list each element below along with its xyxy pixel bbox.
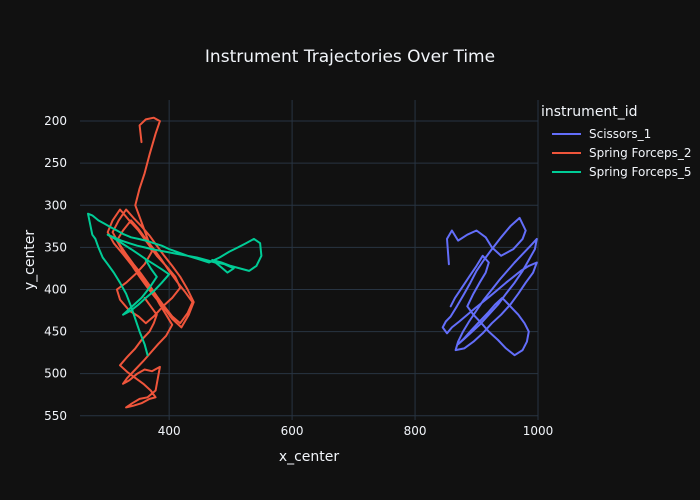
x-axis-ticks: 400 600 800 1000 (158, 424, 554, 438)
y-axis-ticks: 200 250 300 350 400 450 500 550 (44, 114, 67, 423)
trace-spring-forceps-5[interactable] (87, 212, 263, 357)
y-tick-label: 500 (44, 367, 67, 381)
legend-label: Spring Forceps_5 (589, 165, 692, 179)
y-tick-label: 400 (44, 282, 67, 296)
trace-scissors-1[interactable] (441, 216, 538, 357)
plot-area[interactable] (87, 116, 538, 409)
trace-spring-forceps-2[interactable] (106, 116, 195, 409)
chart-title: Instrument Trajectories Over Time (205, 47, 495, 67)
legend-item-spring-forceps-2[interactable]: Spring Forceps_2 (552, 146, 692, 160)
legend[interactable]: instrument_id Scissors_1 Spring Forceps_2… (541, 104, 692, 179)
y-tick-label: 550 (44, 409, 67, 423)
y-grid (80, 120, 538, 417)
y-axis-title: y_center (22, 230, 38, 291)
y-tick-label: 200 (44, 114, 67, 128)
x-tick-label: 1000 (523, 424, 554, 438)
y-tick-label: 450 (44, 325, 67, 339)
legend-item-spring-forceps-5[interactable]: Spring Forceps_5 (552, 165, 692, 179)
y-tick-label: 300 (44, 198, 67, 212)
y-tick-label: 250 (44, 156, 67, 170)
y-tick-label: 350 (44, 240, 67, 254)
legend-label: Spring Forceps_2 (589, 146, 692, 160)
x-tick-label: 600 (281, 424, 304, 438)
legend-item-scissors-1[interactable]: Scissors_1 (552, 127, 651, 141)
legend-label: Scissors_1 (589, 127, 651, 141)
x-tick-label: 800 (404, 424, 427, 438)
x-axis-title: x_center (279, 449, 340, 465)
legend-title: instrument_id (541, 104, 638, 120)
x-tick-label: 400 (158, 424, 181, 438)
x-grid (168, 100, 539, 420)
